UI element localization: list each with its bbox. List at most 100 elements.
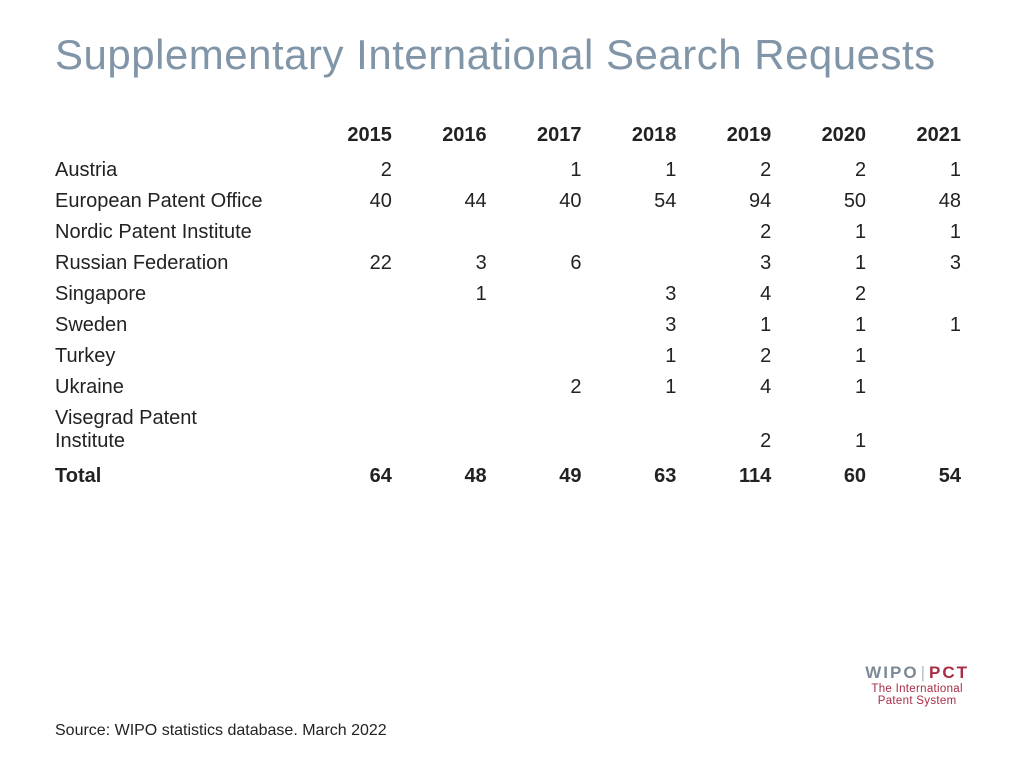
- table-cell: 94: [684, 186, 779, 217]
- table-cell: 4: [684, 279, 779, 310]
- table-cell: [874, 403, 969, 457]
- table-cell: 4: [684, 372, 779, 403]
- wipo-pct-logo: WIPO|PCT The International Patent System: [865, 664, 969, 708]
- logo-separator: |: [921, 663, 927, 682]
- table-cell: [400, 403, 495, 457]
- table-cell: [590, 403, 685, 457]
- table-header-cell: 2018: [590, 120, 685, 155]
- table-cell: 44: [400, 186, 495, 217]
- table-cell: [305, 310, 400, 341]
- table-cell: 40: [305, 186, 400, 217]
- table-cell: [400, 217, 495, 248]
- table-cell: 50: [779, 186, 874, 217]
- table-row-label: Sweden: [55, 310, 305, 341]
- table-cell: 1: [684, 310, 779, 341]
- table-header-cell: 2016: [400, 120, 495, 155]
- logo-subtitle-2: Patent System: [865, 695, 969, 708]
- table-cell: [305, 372, 400, 403]
- table-cell: 1: [874, 310, 969, 341]
- table-cell: 3: [400, 248, 495, 279]
- table-total-cell: 114: [684, 457, 779, 492]
- table-cell: 2: [305, 155, 400, 186]
- table-header-row: 2015 2016 2017 2018 2019 2020 2021: [55, 120, 969, 155]
- table-cell: [400, 310, 495, 341]
- table-cell: 48: [874, 186, 969, 217]
- table-cell: [874, 341, 969, 372]
- table-cell: [305, 279, 400, 310]
- table-cell: 3: [590, 279, 685, 310]
- table-cell: [590, 248, 685, 279]
- table-total-label: Total: [55, 457, 305, 492]
- table-header-blank: [55, 120, 305, 155]
- table-cell: [495, 403, 590, 457]
- logo-pct-text: PCT: [929, 663, 969, 682]
- table-total-cell: 60: [779, 457, 874, 492]
- table-cell: 2: [684, 403, 779, 457]
- table-cell: [495, 341, 590, 372]
- table-cell: 1: [779, 217, 874, 248]
- table-cell: 1: [874, 155, 969, 186]
- table-cell: [305, 403, 400, 457]
- table-cell: 2: [779, 155, 874, 186]
- table-cell: 54: [590, 186, 685, 217]
- table-header-cell: 2020: [779, 120, 874, 155]
- table-total-cell: 48: [400, 457, 495, 492]
- table-header-cell: 2015: [305, 120, 400, 155]
- source-text: Source: WIPO statistics database. March …: [55, 722, 387, 740]
- table-cell: [305, 341, 400, 372]
- table-cell: 3: [684, 248, 779, 279]
- table-row: European Patent Office40444054945048: [55, 186, 969, 217]
- table-cell: 2: [684, 341, 779, 372]
- table-cell: 1: [874, 217, 969, 248]
- table-header-cell: 2017: [495, 120, 590, 155]
- table-header-cell: 2021: [874, 120, 969, 155]
- table-header-cell: 2019: [684, 120, 779, 155]
- table-cell: [400, 155, 495, 186]
- table-row-label: Ukraine: [55, 372, 305, 403]
- table-cell: [400, 372, 495, 403]
- table-cell: 40: [495, 186, 590, 217]
- table-row: Austria211221: [55, 155, 969, 186]
- table-row: Nordic Patent Institute211: [55, 217, 969, 248]
- table-cell: [495, 279, 590, 310]
- table-row: Sweden3111: [55, 310, 969, 341]
- page-title: Supplementary International Search Reque…: [55, 30, 969, 80]
- logo-wipo-text: WIPO: [865, 663, 918, 682]
- table-cell: 2: [684, 155, 779, 186]
- table-cell: 1: [590, 372, 685, 403]
- table-total-cell: 49: [495, 457, 590, 492]
- table-row-label: Russian Federation: [55, 248, 305, 279]
- table-cell: 3: [590, 310, 685, 341]
- table-row: Russian Federation2236313: [55, 248, 969, 279]
- data-table: 2015 2016 2017 2018 2019 2020 2021 Austr…: [55, 120, 969, 492]
- table-row-label: Singapore: [55, 279, 305, 310]
- table-row-label: Austria: [55, 155, 305, 186]
- table-cell: 6: [495, 248, 590, 279]
- table-cell: [305, 217, 400, 248]
- table-cell: 2: [684, 217, 779, 248]
- table-cell: 1: [590, 155, 685, 186]
- table-row-label: Visegrad Patent Institute: [55, 403, 305, 457]
- table-cell: 1: [779, 403, 874, 457]
- table-total-row: Total644849631146054: [55, 457, 969, 492]
- table-cell: [874, 279, 969, 310]
- table-cell: [874, 372, 969, 403]
- table-cell: 1: [495, 155, 590, 186]
- table-total-cell: 64: [305, 457, 400, 492]
- table-row-label: Turkey: [55, 341, 305, 372]
- logo-subtitle-1: The International: [865, 683, 969, 696]
- table-total-cell: 54: [874, 457, 969, 492]
- table-cell: 1: [779, 310, 874, 341]
- table-cell: [495, 310, 590, 341]
- table-cell: [495, 217, 590, 248]
- table-cell: 1: [779, 248, 874, 279]
- table-total-cell: 63: [590, 457, 685, 492]
- table-cell: 2: [495, 372, 590, 403]
- table-cell: 22: [305, 248, 400, 279]
- table-row: Turkey 121: [55, 341, 969, 372]
- table-cell: 1: [590, 341, 685, 372]
- table-cell: 2: [779, 279, 874, 310]
- table-cell: 3: [874, 248, 969, 279]
- table-cell: 1: [779, 372, 874, 403]
- table-cell: 1: [779, 341, 874, 372]
